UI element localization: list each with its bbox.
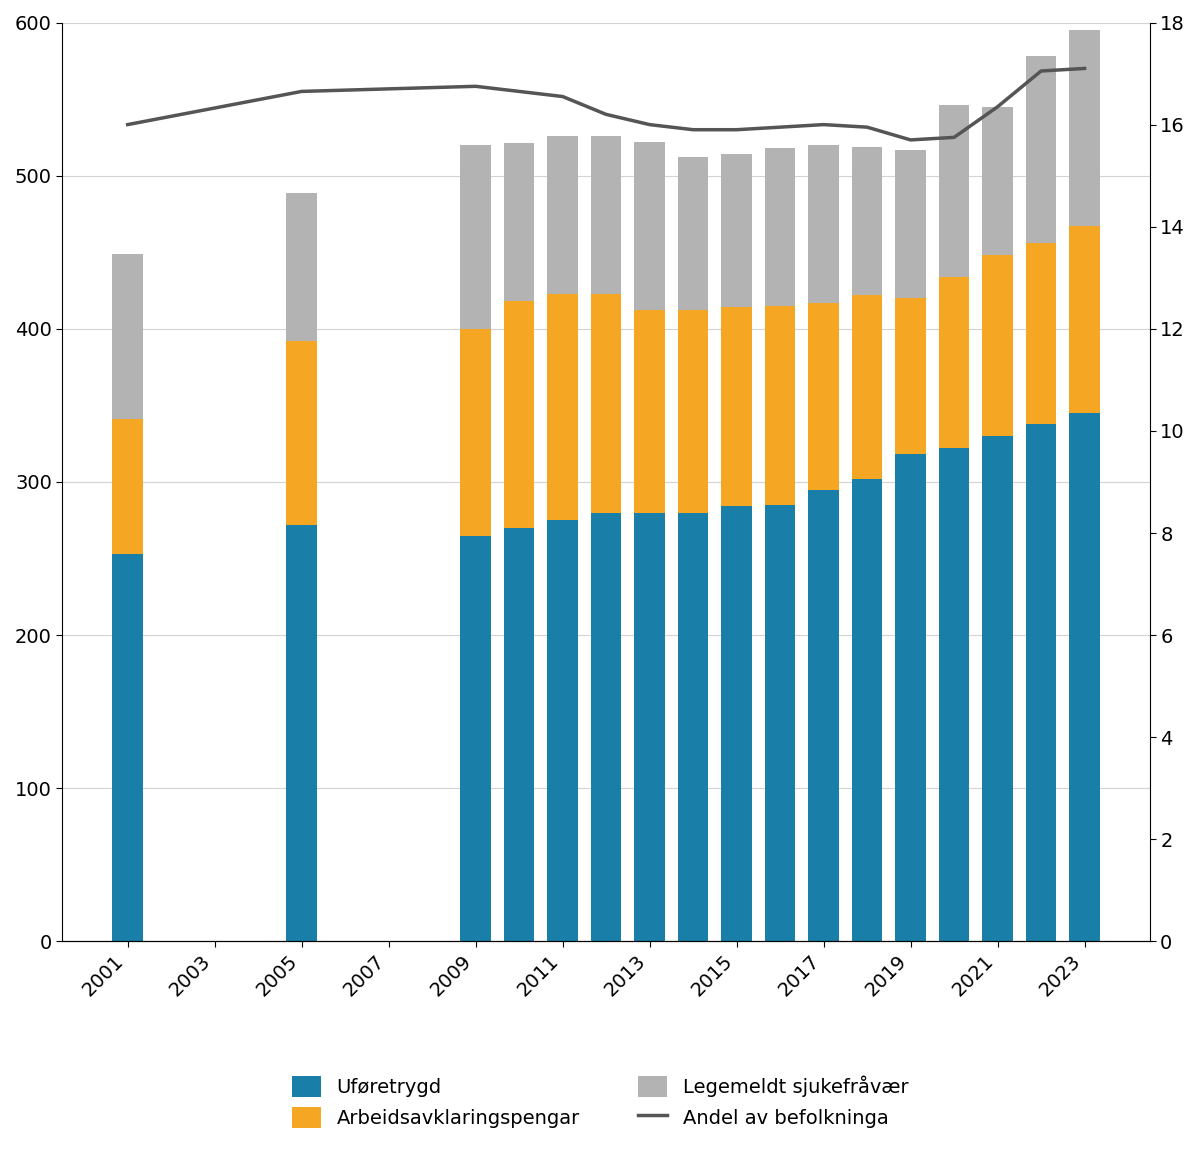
Bar — [590, 135, 622, 294]
Legend: Uføretrygd, Arbeidsavklaringspengar, Legemeldt sjukefråvær, Andel av befolkninga: Uføretrygd, Arbeidsavklaringspengar, Leg… — [269, 1053, 931, 1152]
Bar — [809, 490, 839, 942]
Bar — [983, 256, 1013, 436]
Bar — [983, 106, 1013, 256]
Bar — [635, 142, 665, 310]
Bar — [764, 505, 796, 942]
Bar — [1026, 56, 1056, 243]
Bar — [938, 105, 970, 277]
Bar — [504, 527, 534, 942]
Bar — [287, 341, 317, 525]
Bar — [113, 253, 143, 419]
Bar — [895, 454, 926, 942]
Bar — [113, 419, 143, 554]
Bar — [721, 307, 752, 506]
Bar — [635, 512, 665, 942]
Bar — [938, 448, 970, 942]
Bar — [678, 158, 708, 310]
Bar — [635, 310, 665, 512]
Bar — [852, 478, 882, 942]
Bar — [764, 148, 796, 306]
Bar — [1069, 413, 1100, 942]
Bar — [852, 295, 882, 478]
Bar — [287, 525, 317, 942]
Bar — [547, 520, 578, 942]
Bar — [852, 147, 882, 295]
Bar — [287, 193, 317, 341]
Bar — [461, 145, 491, 329]
Bar — [504, 301, 534, 527]
Bar — [764, 306, 796, 505]
Bar — [590, 512, 622, 942]
Bar — [461, 329, 491, 536]
Bar — [113, 554, 143, 942]
Bar — [721, 154, 752, 307]
Bar — [678, 512, 708, 942]
Bar — [504, 144, 534, 301]
Bar — [1026, 243, 1056, 424]
Bar — [721, 506, 752, 942]
Bar — [895, 149, 926, 299]
Bar — [809, 302, 839, 490]
Bar — [1026, 424, 1056, 942]
Bar — [461, 536, 491, 942]
Bar — [1069, 30, 1100, 226]
Bar — [809, 145, 839, 302]
Bar — [895, 299, 926, 454]
Bar — [547, 135, 578, 294]
Bar — [590, 294, 622, 512]
Bar — [1069, 226, 1100, 413]
Bar — [938, 277, 970, 448]
Bar — [547, 294, 578, 520]
Bar — [983, 436, 1013, 942]
Bar — [678, 310, 708, 512]
